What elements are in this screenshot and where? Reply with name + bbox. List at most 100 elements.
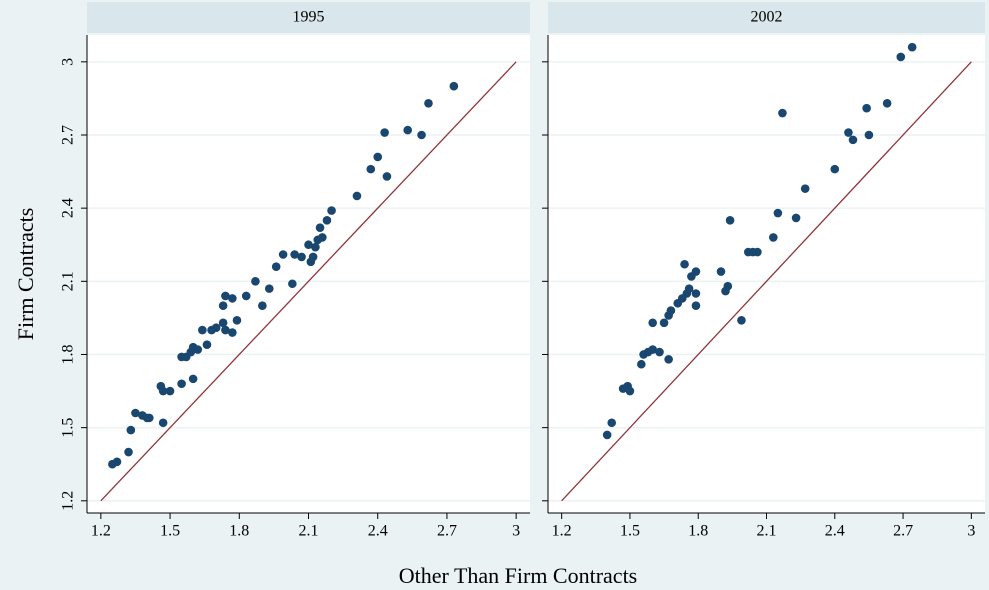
point bbox=[241, 291, 251, 301]
x-tick-label: 1.2 bbox=[91, 523, 111, 540]
point bbox=[126, 425, 136, 435]
point bbox=[648, 345, 657, 354]
point bbox=[264, 284, 274, 293]
point bbox=[322, 216, 332, 225]
point bbox=[251, 277, 260, 286]
point bbox=[659, 318, 669, 328]
y-tick-label: 1.5 bbox=[60, 418, 77, 438]
point bbox=[221, 325, 230, 335]
point bbox=[304, 240, 313, 250]
point bbox=[165, 386, 175, 396]
point bbox=[769, 233, 778, 242]
x-axis-label: Other Than Firm Contracts bbox=[399, 563, 638, 588]
point bbox=[848, 135, 858, 145]
point bbox=[218, 318, 228, 328]
point bbox=[625, 386, 635, 396]
point bbox=[716, 267, 726, 276]
point bbox=[211, 323, 221, 332]
point bbox=[864, 130, 874, 140]
point bbox=[800, 184, 810, 193]
point bbox=[288, 279, 297, 289]
point bbox=[311, 242, 320, 252]
x-tick-label: 1.8 bbox=[229, 523, 249, 540]
point bbox=[177, 379, 186, 389]
point bbox=[844, 128, 853, 137]
x-tick-label: 2.7 bbox=[437, 523, 457, 540]
point bbox=[221, 291, 230, 301]
reference-line bbox=[561, 61, 972, 502]
y-axis-label: Firm Contracts bbox=[13, 208, 38, 341]
point bbox=[773, 208, 783, 218]
point bbox=[218, 301, 228, 311]
point bbox=[352, 191, 362, 201]
point bbox=[664, 355, 673, 364]
reference-line bbox=[100, 61, 517, 502]
point bbox=[449, 81, 459, 91]
point bbox=[158, 386, 168, 396]
y-tick-label: 3 bbox=[60, 58, 77, 66]
x-tick-label: 1.8 bbox=[688, 523, 708, 540]
plot-area bbox=[87, 35, 530, 513]
point bbox=[637, 359, 646, 369]
point bbox=[907, 42, 917, 52]
point bbox=[424, 98, 433, 108]
point bbox=[327, 206, 336, 215]
strip bbox=[548, 2, 985, 33]
point bbox=[228, 294, 237, 303]
point bbox=[691, 289, 701, 298]
x-tick-label: 2.1 bbox=[299, 523, 319, 540]
point bbox=[373, 152, 383, 162]
point bbox=[862, 103, 871, 113]
point bbox=[684, 284, 694, 293]
x-tick-label: 2.4 bbox=[825, 523, 845, 540]
point bbox=[318, 233, 327, 242]
point bbox=[691, 267, 701, 276]
point bbox=[202, 340, 212, 350]
point bbox=[198, 325, 207, 335]
point bbox=[258, 301, 267, 311]
point bbox=[297, 252, 306, 262]
point bbox=[131, 408, 140, 418]
y-tick-label: 1.2 bbox=[60, 491, 77, 511]
panel-title: 2002 bbox=[751, 9, 783, 26]
point bbox=[382, 172, 392, 181]
point bbox=[403, 125, 413, 135]
point bbox=[882, 98, 892, 108]
point bbox=[791, 213, 801, 223]
x-tick-label: 1.5 bbox=[160, 523, 180, 540]
point bbox=[380, 128, 389, 137]
y-tick-label: 2.1 bbox=[60, 271, 77, 291]
y-tick-label: 2.7 bbox=[60, 125, 77, 145]
point bbox=[753, 247, 762, 257]
point bbox=[112, 457, 122, 467]
point bbox=[607, 418, 617, 428]
point bbox=[124, 447, 133, 457]
point bbox=[144, 413, 154, 423]
point bbox=[158, 418, 168, 428]
point bbox=[680, 259, 689, 269]
point bbox=[417, 130, 426, 140]
point bbox=[723, 281, 733, 291]
y-tick-label: 2.4 bbox=[60, 198, 77, 218]
x-tick-label: 1.2 bbox=[552, 523, 572, 540]
point bbox=[290, 250, 299, 259]
point bbox=[228, 328, 237, 337]
point bbox=[725, 216, 735, 225]
strip bbox=[87, 2, 530, 33]
point bbox=[655, 347, 664, 357]
panel-title: 1995 bbox=[293, 9, 325, 26]
point bbox=[737, 316, 746, 325]
point bbox=[896, 52, 906, 62]
point bbox=[602, 430, 612, 440]
x-tick-label: 2.1 bbox=[757, 523, 777, 540]
x-tick-label: 2.4 bbox=[368, 523, 388, 540]
plot-area bbox=[548, 35, 985, 513]
point bbox=[308, 252, 318, 262]
y-tick-label: 1.8 bbox=[60, 344, 77, 364]
x-tick-label: 2.7 bbox=[893, 523, 913, 540]
point bbox=[666, 306, 676, 315]
x-tick-label: 1.5 bbox=[620, 523, 640, 540]
point bbox=[691, 301, 701, 311]
